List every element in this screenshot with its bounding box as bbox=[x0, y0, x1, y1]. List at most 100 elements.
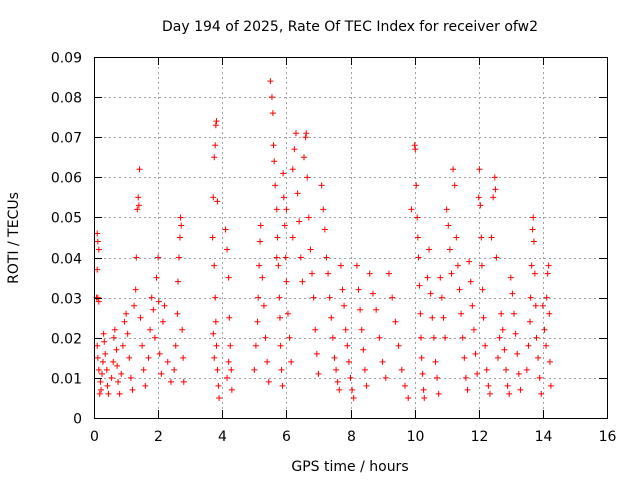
data-point bbox=[477, 202, 484, 209]
data-point bbox=[292, 130, 299, 137]
data-point bbox=[288, 358, 295, 365]
data-point bbox=[134, 206, 141, 213]
data-point bbox=[161, 302, 168, 309]
data-point bbox=[171, 366, 178, 373]
data-point bbox=[544, 270, 551, 277]
data-point bbox=[283, 278, 290, 285]
data-point bbox=[296, 218, 303, 225]
data-point bbox=[211, 154, 218, 161]
data-point bbox=[274, 234, 281, 241]
data-point bbox=[315, 370, 322, 377]
data-point bbox=[369, 290, 376, 297]
data-point bbox=[353, 262, 360, 269]
data-point bbox=[302, 134, 309, 141]
data-point bbox=[527, 294, 534, 301]
data-point bbox=[301, 154, 308, 161]
data-point bbox=[443, 206, 450, 213]
data-point bbox=[271, 158, 278, 165]
data-point bbox=[118, 370, 125, 377]
data-point bbox=[376, 334, 383, 341]
data-point bbox=[547, 382, 554, 389]
data-point bbox=[269, 110, 276, 117]
data-point bbox=[256, 262, 263, 269]
x-tick-label: 0 bbox=[90, 429, 99, 445]
x-tick-label: 12 bbox=[471, 429, 489, 445]
data-point bbox=[94, 354, 101, 361]
data-point bbox=[392, 318, 399, 325]
data-point bbox=[111, 326, 118, 333]
data-point bbox=[546, 358, 553, 365]
data-point bbox=[116, 390, 123, 397]
data-point bbox=[278, 366, 285, 373]
data-point bbox=[212, 318, 219, 325]
data-point bbox=[135, 194, 142, 201]
data-point bbox=[121, 318, 128, 325]
data-point bbox=[427, 290, 434, 297]
data-point bbox=[523, 366, 530, 373]
data-point bbox=[216, 394, 223, 401]
data-point bbox=[289, 234, 296, 241]
data-point bbox=[286, 334, 293, 341]
data-point bbox=[100, 330, 107, 337]
data-point bbox=[360, 346, 367, 353]
data-point bbox=[119, 342, 126, 349]
data-point bbox=[413, 182, 420, 189]
data-point bbox=[224, 374, 231, 381]
data-point bbox=[389, 294, 396, 301]
data-point bbox=[284, 310, 291, 317]
data-point bbox=[164, 358, 171, 365]
data-point bbox=[482, 342, 489, 349]
x-tick-label: 10 bbox=[407, 429, 425, 445]
data-point bbox=[313, 350, 320, 357]
data-point bbox=[174, 310, 181, 317]
data-point bbox=[467, 278, 474, 285]
data-point bbox=[429, 314, 436, 321]
data-point bbox=[320, 206, 327, 213]
data-point bbox=[275, 262, 282, 269]
data-point bbox=[124, 330, 131, 337]
data-point bbox=[291, 146, 298, 153]
x-tick-label: 6 bbox=[282, 429, 291, 445]
data-point bbox=[268, 94, 275, 101]
data-point bbox=[267, 78, 274, 85]
data-point bbox=[539, 302, 546, 309]
data-point bbox=[180, 354, 187, 361]
data-point bbox=[214, 366, 221, 373]
data-point bbox=[227, 342, 234, 349]
data-point bbox=[334, 378, 341, 385]
data-point bbox=[133, 254, 140, 261]
y-tick-label: 0.01 bbox=[51, 372, 82, 388]
data-point bbox=[432, 358, 439, 365]
data-point bbox=[514, 350, 521, 357]
data-point bbox=[530, 214, 537, 221]
data-point bbox=[385, 270, 392, 277]
data-point bbox=[99, 370, 106, 377]
data-point bbox=[211, 354, 218, 361]
data-point bbox=[543, 294, 550, 301]
data-point bbox=[440, 314, 447, 321]
data-point bbox=[98, 386, 105, 393]
data-point bbox=[459, 334, 466, 341]
data-point bbox=[445, 222, 452, 229]
data-point bbox=[329, 334, 336, 341]
data-point bbox=[453, 234, 460, 241]
data-point bbox=[458, 310, 465, 317]
data-point bbox=[442, 334, 449, 341]
data-point bbox=[326, 294, 333, 301]
y-tick-label: 0.02 bbox=[51, 332, 82, 348]
data-point bbox=[289, 166, 296, 173]
data-point bbox=[358, 326, 365, 333]
data-point bbox=[95, 246, 102, 253]
y-tick-label: 0.03 bbox=[51, 292, 82, 308]
data-point bbox=[488, 234, 495, 241]
data-point bbox=[478, 234, 485, 241]
data-point bbox=[228, 386, 235, 393]
x-axis-label: GPS time / hours bbox=[291, 459, 408, 475]
data-point bbox=[402, 382, 409, 389]
data-point bbox=[276, 294, 283, 301]
data-point bbox=[491, 174, 498, 181]
data-point bbox=[262, 334, 269, 341]
data-point bbox=[175, 278, 182, 285]
data-point bbox=[331, 354, 338, 361]
data-point bbox=[307, 246, 314, 253]
